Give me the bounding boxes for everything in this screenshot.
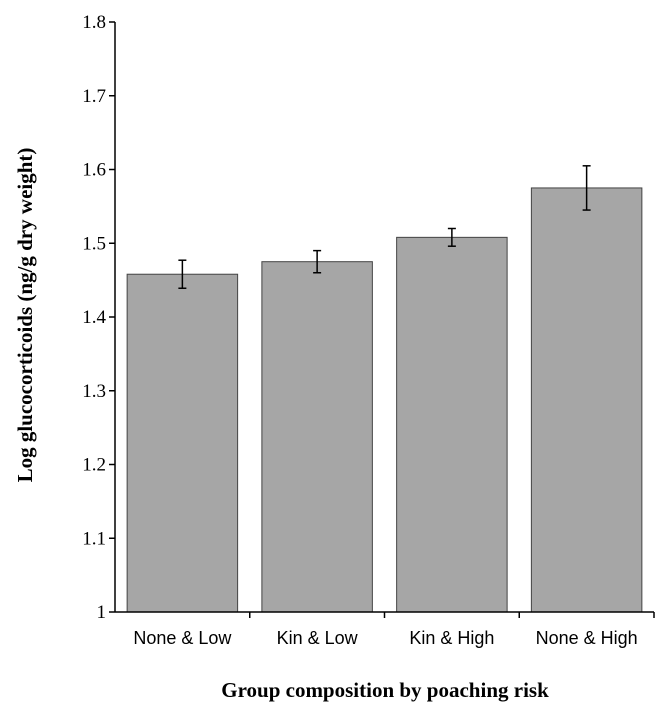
y-tick-label-4: 1.4	[82, 307, 106, 328]
y-tick-label-1: 1.1	[82, 528, 106, 549]
y-tick-label-5: 1.5	[82, 233, 106, 254]
x-tick-label-2: Kin & High	[409, 628, 494, 648]
y-tick-label-7: 1.7	[82, 86, 106, 107]
x-tick-label-3: None & High	[536, 628, 638, 648]
y-ticks-group: 1 1.1 1.2 1.3 1.4 1.5 1.6 1.7 1.8	[82, 12, 115, 623]
x-tick-label-0: None & Low	[133, 628, 232, 648]
bar-2	[396, 236, 508, 613]
x-tick-label-1: Kin & Low	[277, 628, 359, 648]
y-tick-label-3: 1.3	[82, 381, 106, 402]
bar-1	[261, 261, 373, 613]
y-tick-label-0: 1	[97, 602, 107, 623]
x-labels-group: None & Low Kin & Low Kin & High None & High	[133, 628, 637, 648]
x-axis-title: Group composition by poaching risk	[221, 678, 549, 702]
bar-3	[530, 187, 643, 613]
y-axis-title: Log glucocorticoids (ng/g dry weight)	[13, 148, 37, 483]
y-tick-label-2: 1.2	[82, 455, 106, 476]
y-tick-label-8: 1.8	[82, 12, 106, 33]
error-bars-group	[178, 165, 591, 289]
bar-0	[126, 273, 239, 613]
bars-group	[126, 187, 643, 613]
y-tick-label-6: 1.6	[82, 160, 106, 181]
